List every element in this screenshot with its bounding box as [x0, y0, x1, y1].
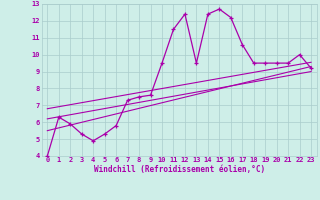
- X-axis label: Windchill (Refroidissement éolien,°C): Windchill (Refroidissement éolien,°C): [94, 165, 265, 174]
